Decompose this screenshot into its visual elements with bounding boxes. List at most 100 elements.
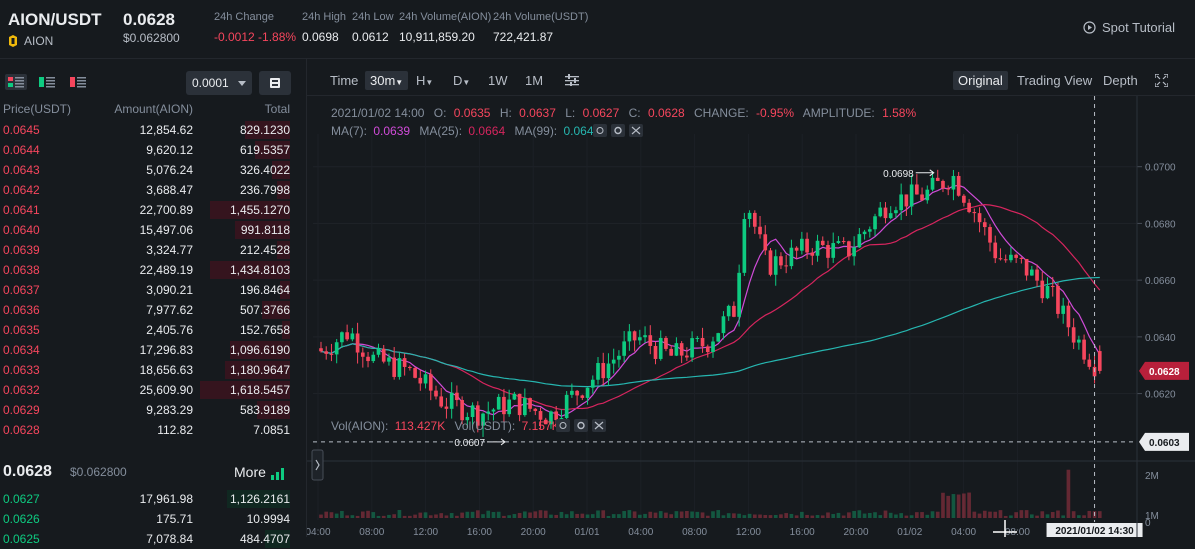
ask-row[interactable]: 0.0634 17,296.83 1,096.6190: [0, 340, 306, 360]
ask-row[interactable]: 0.0639 3,324.77 212.4528: [0, 240, 306, 260]
more-label[interactable]: More: [234, 464, 266, 480]
bid-row[interactable]: 0.0626 175.71 10.9994: [0, 509, 306, 529]
month-interval-button[interactable]: 1M: [525, 73, 544, 88]
view-both-button[interactable]: [5, 74, 27, 90]
precision-select[interactable]: 0.0001: [186, 71, 252, 95]
spot-tutorial-label[interactable]: Spot Tutorial: [1102, 20, 1175, 35]
eye-icon[interactable]: [593, 124, 607, 137]
amount-header: Amount(AION): [114, 102, 193, 116]
volume-bar: [428, 515, 433, 518]
ask-row[interactable]: 0.0641 22,700.89 1,455.1270: [0, 200, 306, 220]
depth-view-button[interactable]: Depth: [1103, 73, 1138, 88]
kline-chart[interactable]: 0.0698 0.0607 0.0628 0.0603 2021/01/02 14:30…: [307, 96, 1195, 537]
last-price: 0.0628: [123, 10, 175, 29]
view-asks-button[interactable]: [67, 74, 89, 90]
ask-amount: 25,609.90: [139, 383, 193, 397]
current-price-label: 0.0628: [1149, 367, 1180, 378]
candle-body: [826, 245, 830, 258]
ask-row[interactable]: 0.0633 18,656.63 1,180.9647: [0, 360, 306, 380]
candle-body: [915, 184, 919, 195]
candle: [653, 341, 658, 365]
ask-row[interactable]: 0.0635 2,405.76 152.7658: [0, 320, 306, 340]
view-bids-button[interactable]: [36, 74, 58, 90]
ask-row[interactable]: 0.0644 9,620.12 619.5357: [0, 140, 306, 160]
eye-icon: [559, 422, 567, 429]
time-button[interactable]: Time: [330, 73, 359, 88]
ask-row[interactable]: 0.0628 112.82 7.0851: [0, 420, 306, 440]
time-axis-label: 16:00: [467, 527, 492, 537]
volume-bar: [972, 511, 977, 518]
time-axis-label: 01/01: [574, 527, 599, 537]
indicator-settings-button[interactable]: [565, 74, 579, 89]
candle: [355, 322, 360, 364]
volume-bar: [773, 514, 778, 518]
bid-row[interactable]: 0.0625 7,078.84 484.4707: [0, 529, 306, 549]
candle: [627, 324, 632, 351]
candle: [533, 408, 538, 416]
candle-body: [528, 398, 532, 409]
ask-row[interactable]: 0.0632 25,609.90 1,618.5457: [0, 380, 306, 400]
candle-body: [543, 419, 548, 425]
volume-bar: [387, 514, 391, 518]
ask-row[interactable]: 0.0642 3,688.47 236.7998: [0, 180, 306, 200]
ask-row[interactable]: 0.0636 7,977.62 507.3766: [0, 300, 306, 320]
candle-body: [632, 331, 637, 341]
candle-body: [716, 333, 721, 342]
volume-bar: [1029, 514, 1034, 518]
fullscreen-button[interactable]: [1154, 73, 1169, 90]
ask-row[interactable]: 0.0640 15,497.06 991.8118: [0, 220, 306, 240]
candle-body: [340, 332, 344, 343]
week-interval-button[interactable]: 1W: [488, 73, 508, 88]
pair-symbol[interactable]: AION/USDT: [8, 10, 102, 29]
candle: [1003, 254, 1008, 263]
coin-link[interactable]: AION: [8, 34, 53, 48]
spot-tutorial-link[interactable]: Spot Tutorial: [1083, 20, 1175, 35]
settings-icon[interactable]: [574, 419, 588, 432]
settings-icon[interactable]: [611, 124, 625, 137]
candle: [909, 174, 914, 215]
candle-body: [805, 238, 809, 253]
ask-total: 507.3766: [239, 303, 290, 317]
volume-bar: [800, 511, 804, 518]
ask-price: 0.0639: [3, 243, 40, 257]
collapse-panel-button[interactable]: [311, 449, 324, 481]
interval-30m-button[interactable]: 30m▼: [365, 71, 409, 90]
candle: [590, 375, 595, 394]
ask-price: 0.0634: [3, 343, 40, 357]
interval-label: 30m: [370, 73, 396, 88]
ask-total: 196.8464: [239, 283, 290, 297]
candle-body: [486, 411, 491, 414]
volume-bar: [397, 510, 402, 518]
candle: [904, 194, 909, 217]
ask-row[interactable]: 0.0629 9,283.29 583.9189: [0, 400, 306, 420]
candle: [428, 369, 433, 401]
candle: [1056, 282, 1060, 319]
orderbook-settings-button[interactable]: [259, 71, 291, 95]
ask-row[interactable]: 0.0645 12,854.62 829.1230: [0, 120, 306, 140]
bid-amount: 17,961.98: [139, 492, 193, 506]
ohlc-date: 2021/01/02 14:00: [331, 106, 425, 120]
day-interval-button[interactable]: D▼: [453, 73, 470, 88]
ask-row[interactable]: 0.0638 22,489.19 1,434.8103: [0, 260, 306, 280]
depth-bar: [262, 301, 290, 319]
volume-bar: [852, 510, 856, 518]
original-view-button[interactable]: Original: [953, 71, 1008, 90]
bid-row[interactable]: 0.0627 17,961.98 1,126.2161: [0, 489, 306, 509]
bid-price: 0.0627: [3, 492, 40, 506]
signal-bars-icon: [270, 468, 284, 480]
eye-icon[interactable]: [556, 419, 570, 432]
trading-view-button[interactable]: Trading View: [1017, 73, 1093, 88]
candle: [387, 353, 391, 366]
more-link[interactable]: More: [234, 464, 285, 480]
coin-name[interactable]: AION: [24, 34, 54, 48]
hour-interval-button[interactable]: H▼: [416, 73, 433, 88]
ask-row[interactable]: 0.0637 3,090.21 196.8464: [0, 280, 306, 300]
volume-bar: [549, 514, 553, 518]
candle: [1019, 257, 1024, 264]
volume-bar: [381, 515, 386, 518]
volume-bar: [1035, 515, 1039, 518]
ask-row[interactable]: 0.0643 5,076.24 326.4022: [0, 160, 306, 180]
volume-bar: [1024, 510, 1029, 518]
candle: [643, 326, 647, 343]
candle: [601, 352, 606, 386]
